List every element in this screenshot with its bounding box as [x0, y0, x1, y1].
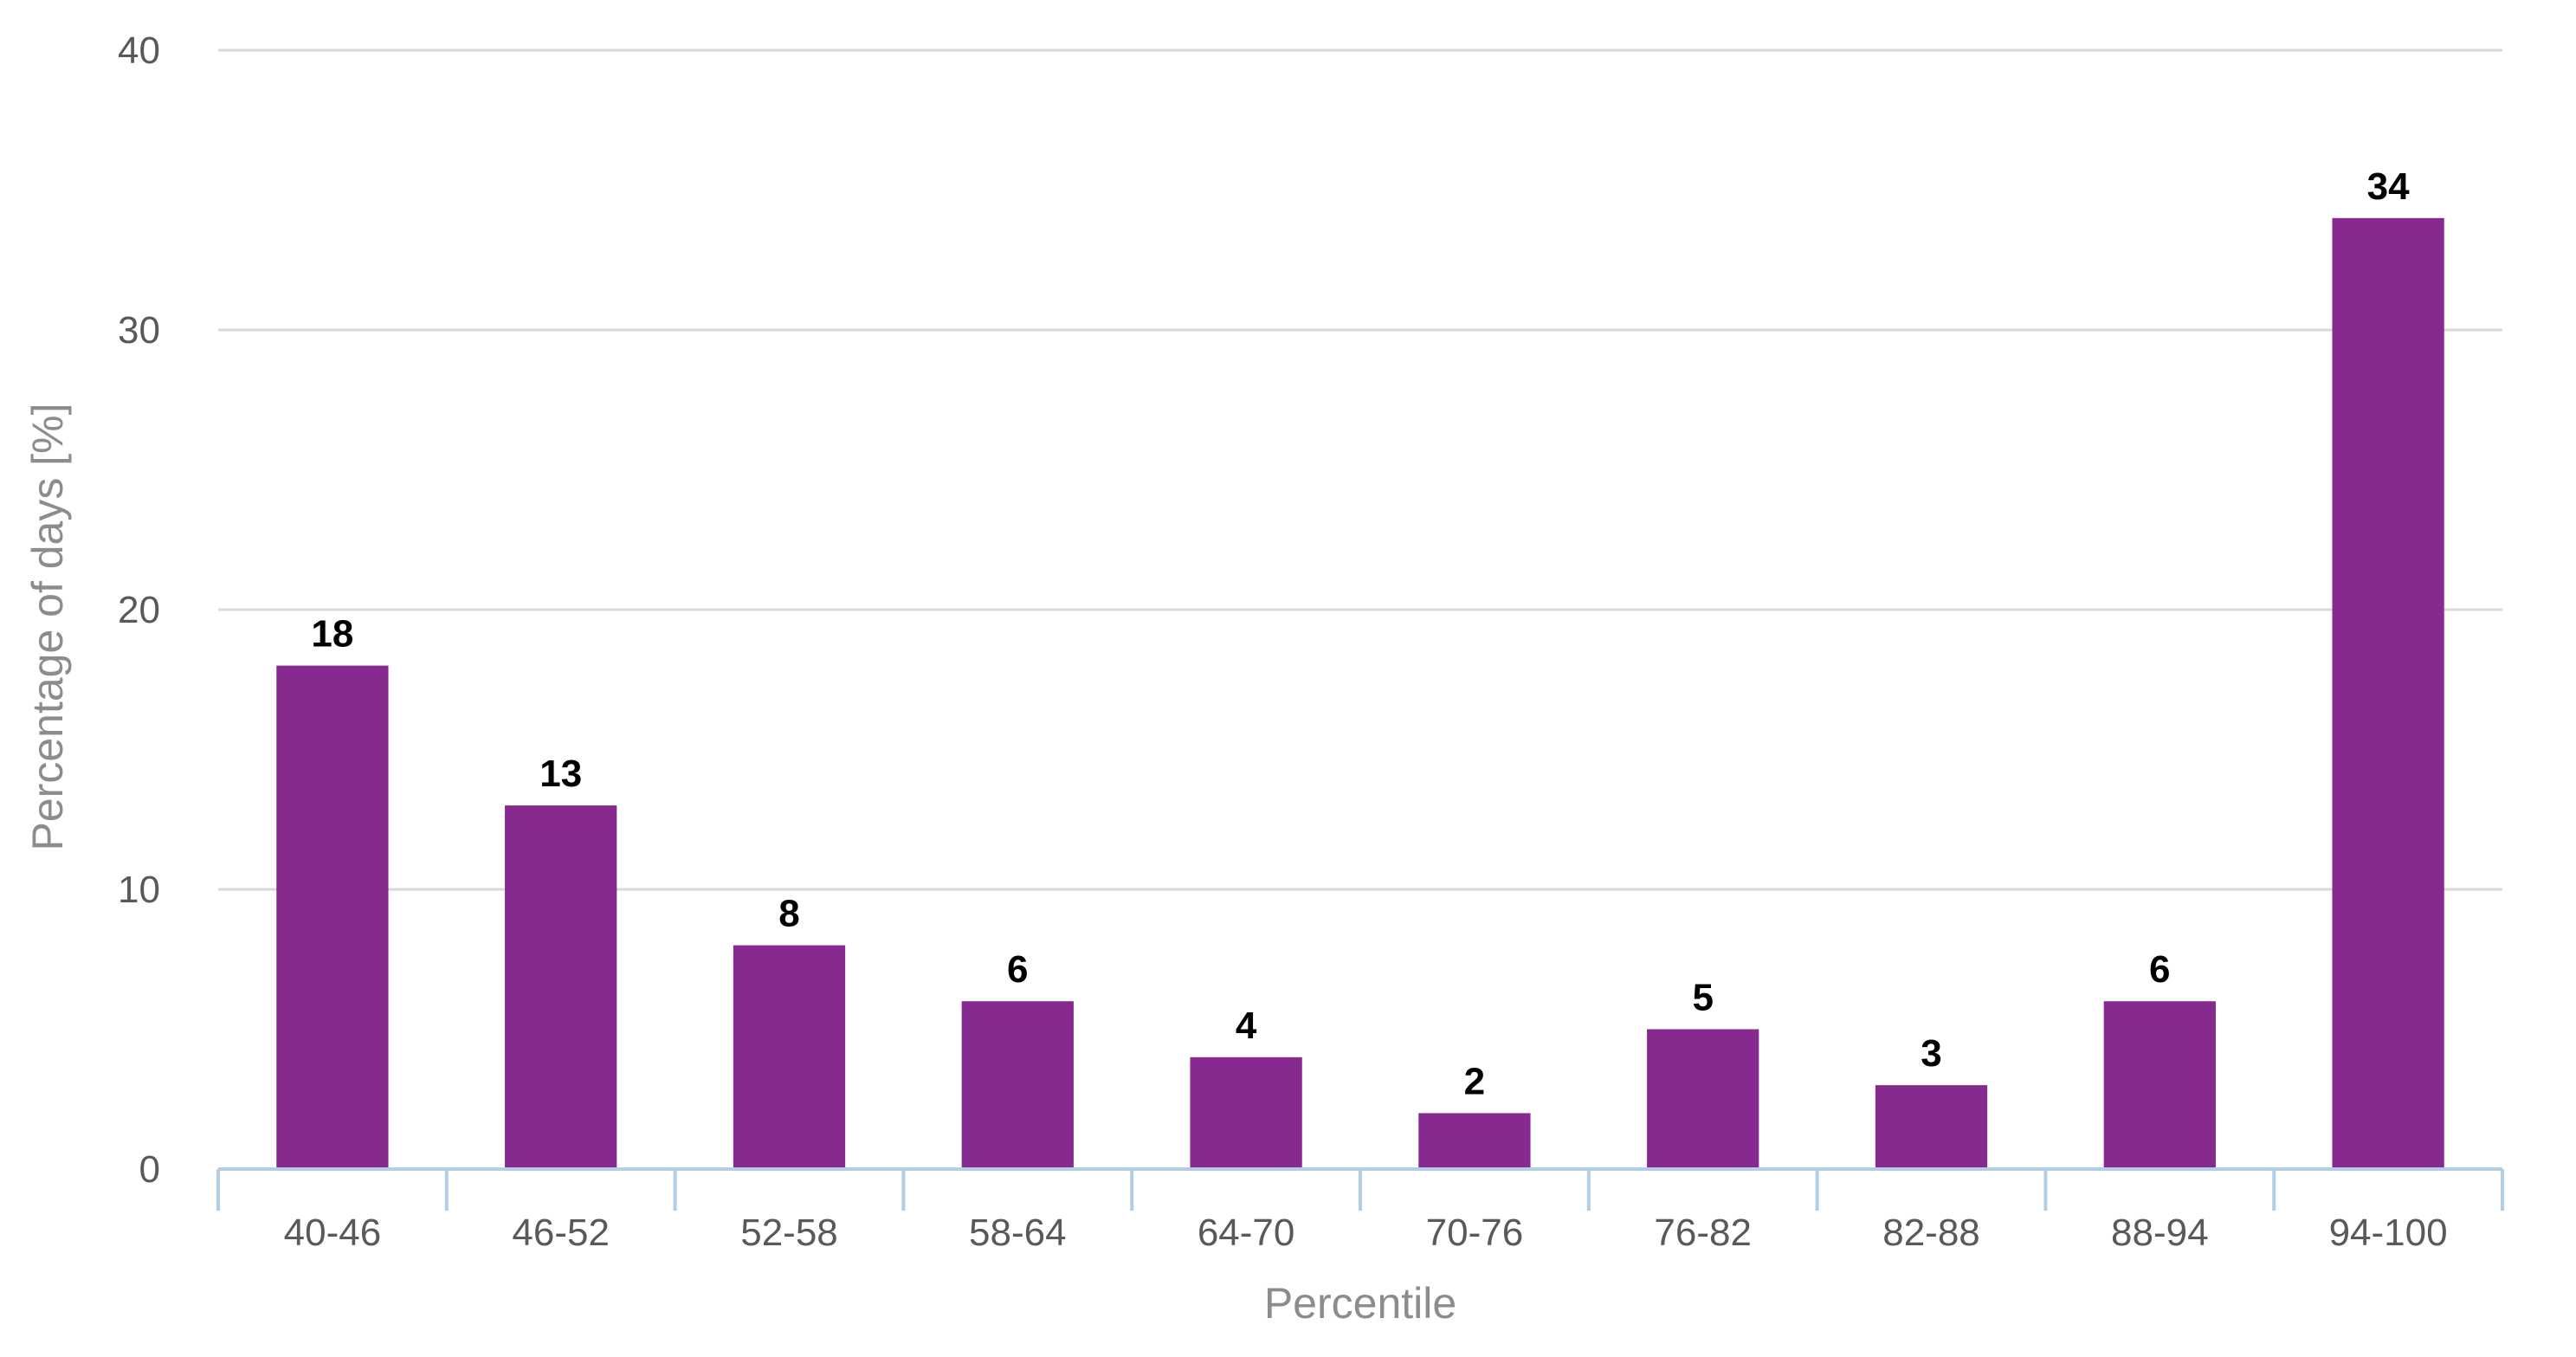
x-tick-label: 82-88: [1882, 1212, 1980, 1254]
y-axis-ticks: 0 10 20 30 40: [118, 29, 160, 1191]
data-label: 13: [539, 753, 582, 795]
y-tick-label: 30: [118, 309, 160, 352]
bar: [1647, 1029, 1759, 1169]
x-tick-label: 64-70: [1198, 1212, 1295, 1254]
x-tick-label: 40-46: [284, 1212, 382, 1254]
bar: [2332, 217, 2444, 1169]
y-tick-label: 40: [118, 29, 160, 72]
x-tick-label: 58-64: [969, 1212, 1067, 1254]
data-label: 4: [1236, 1005, 1257, 1047]
bar: [733, 945, 846, 1169]
data-label: 8: [778, 893, 799, 935]
x-tick-label: 46-52: [512, 1212, 610, 1254]
bar: [505, 805, 617, 1169]
x-tick-label: 76-82: [1654, 1212, 1752, 1254]
data-label: 6: [1007, 948, 1028, 991]
bar: [1418, 1113, 1531, 1169]
x-axis: [216, 1167, 2504, 1211]
x-axis-title: Percentile: [1264, 1279, 1456, 1328]
data-labels: 18 13 8 6 4 2 5 3 6 34: [311, 165, 2410, 1103]
x-tick-label: 94-100: [2329, 1212, 2448, 1254]
x-tick-label: 52-58: [740, 1212, 838, 1254]
data-label: 18: [311, 613, 353, 656]
x-tick-label: 70-76: [1426, 1212, 1524, 1254]
gridlines: [218, 48, 2502, 891]
x-tick-label: 88-94: [2111, 1212, 2209, 1254]
y-tick-label: 20: [118, 589, 160, 631]
data-label: 3: [1921, 1032, 1941, 1075]
y-tick-label: 10: [118, 869, 160, 911]
bar: [961, 1001, 1074, 1169]
data-label: 6: [2149, 948, 2170, 991]
bars: [276, 217, 2444, 1169]
bar: [1875, 1085, 1988, 1169]
x-axis-ticks: 40-46 46-52 52-58 58-64 64-70 70-76 76-82 82-88…: [284, 1212, 2448, 1254]
bar: [276, 665, 389, 1169]
y-tick-label: 0: [139, 1148, 160, 1191]
data-label: 5: [1692, 977, 1713, 1019]
data-label: 34: [2367, 165, 2410, 208]
data-label: 2: [1464, 1060, 1485, 1102]
y-axis-title: Percentage of days [%]: [23, 404, 72, 851]
bar: [1190, 1057, 1302, 1169]
bar: [2103, 1001, 2216, 1169]
